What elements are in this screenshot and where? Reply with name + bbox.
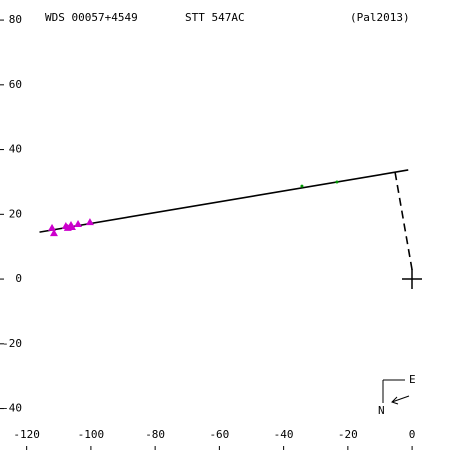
point: [74, 220, 83, 228]
point: [335, 180, 339, 184]
x-tick-label: 0: [409, 428, 416, 441]
point: [300, 184, 304, 188]
x-tick-label: -80: [145, 428, 165, 441]
compass-arrow: [391, 395, 410, 403]
point: [85, 218, 94, 226]
compass-north: N: [378, 404, 385, 417]
compass-east: E: [409, 373, 416, 386]
x-tick-label: -100: [78, 428, 105, 441]
y-tick-label: -20: [2, 337, 22, 350]
y-tick-label: 20: [9, 207, 22, 220]
y-tick-label: 60: [9, 78, 22, 91]
residual-line: [394, 172, 413, 271]
x-tick-label: -60: [209, 428, 229, 441]
x-tick-label: -40: [274, 428, 294, 441]
point: [49, 229, 58, 237]
header-right: (Pal2013): [350, 11, 410, 24]
origin-cross: [402, 269, 422, 289]
x-tick-label: -20: [338, 428, 358, 441]
y-tick-label: 0: [15, 272, 22, 285]
fit-line: [39, 169, 409, 233]
compass-arrow: [391, 396, 399, 405]
header-left: WDS 00057+4549: [45, 11, 138, 24]
compass: [382, 379, 410, 405]
point: [48, 223, 57, 231]
y-tick-label: 80: [9, 13, 22, 26]
y-tick-label: -40: [2, 402, 22, 415]
x-tick-label: -120: [13, 428, 40, 441]
header-center: STT 547AC: [185, 11, 245, 24]
point: [67, 222, 76, 230]
y-tick-label: 40: [9, 143, 22, 156]
